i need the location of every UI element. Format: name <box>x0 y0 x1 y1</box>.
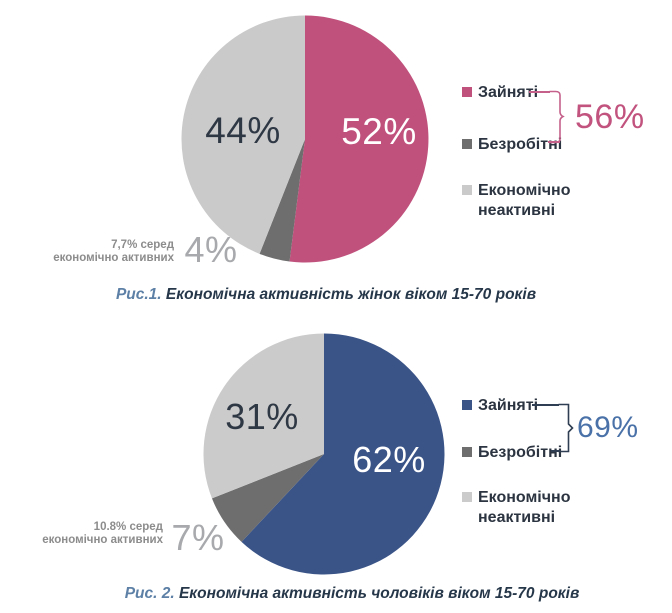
legend-swatch-employed <box>462 400 472 410</box>
slice-label-inactive: 44% <box>205 110 281 151</box>
pie-chart-men <box>203 333 445 575</box>
legend-swatch-unemployed <box>462 139 472 149</box>
legend-item-inactive: Економічно неактивні <box>462 488 590 528</box>
legend-label-employed: Зайняті <box>478 84 539 101</box>
legend-item-employed: Зайняті <box>462 83 538 103</box>
pie-slice-3 <box>181 15 305 254</box>
slice-label-unemployed: 7% <box>171 517 225 558</box>
legend-label-employed: Зайняті <box>478 397 539 414</box>
note-line-1: 10.8% серед <box>93 521 163 533</box>
legend-label-inactive: Економічно неактивні <box>478 489 571 526</box>
legend-label-unemployed: Безробітні <box>478 136 563 153</box>
legend-item-unemployed: Безробітні <box>462 135 562 155</box>
pie-slice-3 <box>203 333 324 499</box>
pie-slice-2 <box>211 454 324 542</box>
caption-text: Економічна активність жінок віком 15-70 … <box>161 286 537 303</box>
caption-number: Рис.1. <box>115 286 162 303</box>
slice-label-unemployed: 4% <box>184 229 238 270</box>
legend-swatch-inactive <box>462 492 472 502</box>
slice-label-employed: 52% <box>341 111 417 152</box>
legend-swatch-inactive <box>462 185 472 195</box>
note-line-1: 7,7% серед <box>111 239 174 251</box>
brace-active-total <box>558 403 574 453</box>
caption-figure-1: Рис.1. Економічна активність жінок віком… <box>0 286 652 304</box>
unemployment-rate-note: 7,7% серед економічно активних <box>24 239 174 265</box>
connector-line-employed <box>529 91 550 93</box>
legend-item-employed: Зайняті <box>462 396 538 416</box>
legend-label-unemployed: Безробітні <box>478 444 563 461</box>
note-line-2: економічно активних <box>53 252 174 264</box>
slice-label-inactive: 31% <box>225 396 299 437</box>
legend-item-unemployed: Безробітні <box>462 443 562 463</box>
unemployment-rate-note: 10.8% серед економічно активних <box>13 521 163 547</box>
active-total-value: 56% <box>575 98 645 136</box>
pie-slice-2 <box>259 139 305 262</box>
legend-label-inactive: Економічно неактивні <box>478 182 571 219</box>
pie-slice-1 <box>241 333 445 575</box>
slice-label-employed: 62% <box>352 439 426 480</box>
legend-item-inactive: Економічно неактивні <box>462 181 590 221</box>
active-total-value: 69% <box>577 411 639 444</box>
caption-figure-2: Рис. 2. Економічна активність чоловіків … <box>32 585 672 603</box>
note-line-2: економічно активних <box>42 534 163 546</box>
connector-line-unemployed <box>551 450 560 452</box>
brace-active-total <box>549 90 565 144</box>
caption-number: Рис. 2. <box>124 585 175 602</box>
legend-swatch-unemployed <box>462 447 472 457</box>
pie-slice-1 <box>289 15 429 263</box>
legend-swatch-employed <box>462 87 472 97</box>
caption-text: Економічна активність чоловіків віком 15… <box>174 585 580 602</box>
connector-line-employed <box>532 404 559 406</box>
pie-chart-women <box>181 15 429 263</box>
